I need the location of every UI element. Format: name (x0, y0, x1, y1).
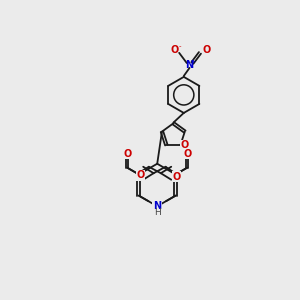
Text: O: O (202, 45, 210, 55)
Text: N: N (153, 201, 161, 211)
Text: O: O (136, 170, 145, 180)
Text: H: H (154, 208, 160, 217)
Text: +: + (190, 59, 196, 64)
Text: O: O (183, 148, 191, 159)
Text: O: O (181, 140, 189, 150)
Text: N: N (185, 60, 194, 70)
Text: O: O (170, 45, 179, 55)
Text: O: O (123, 148, 131, 159)
Text: O: O (172, 172, 181, 182)
Text: -: - (178, 43, 181, 49)
